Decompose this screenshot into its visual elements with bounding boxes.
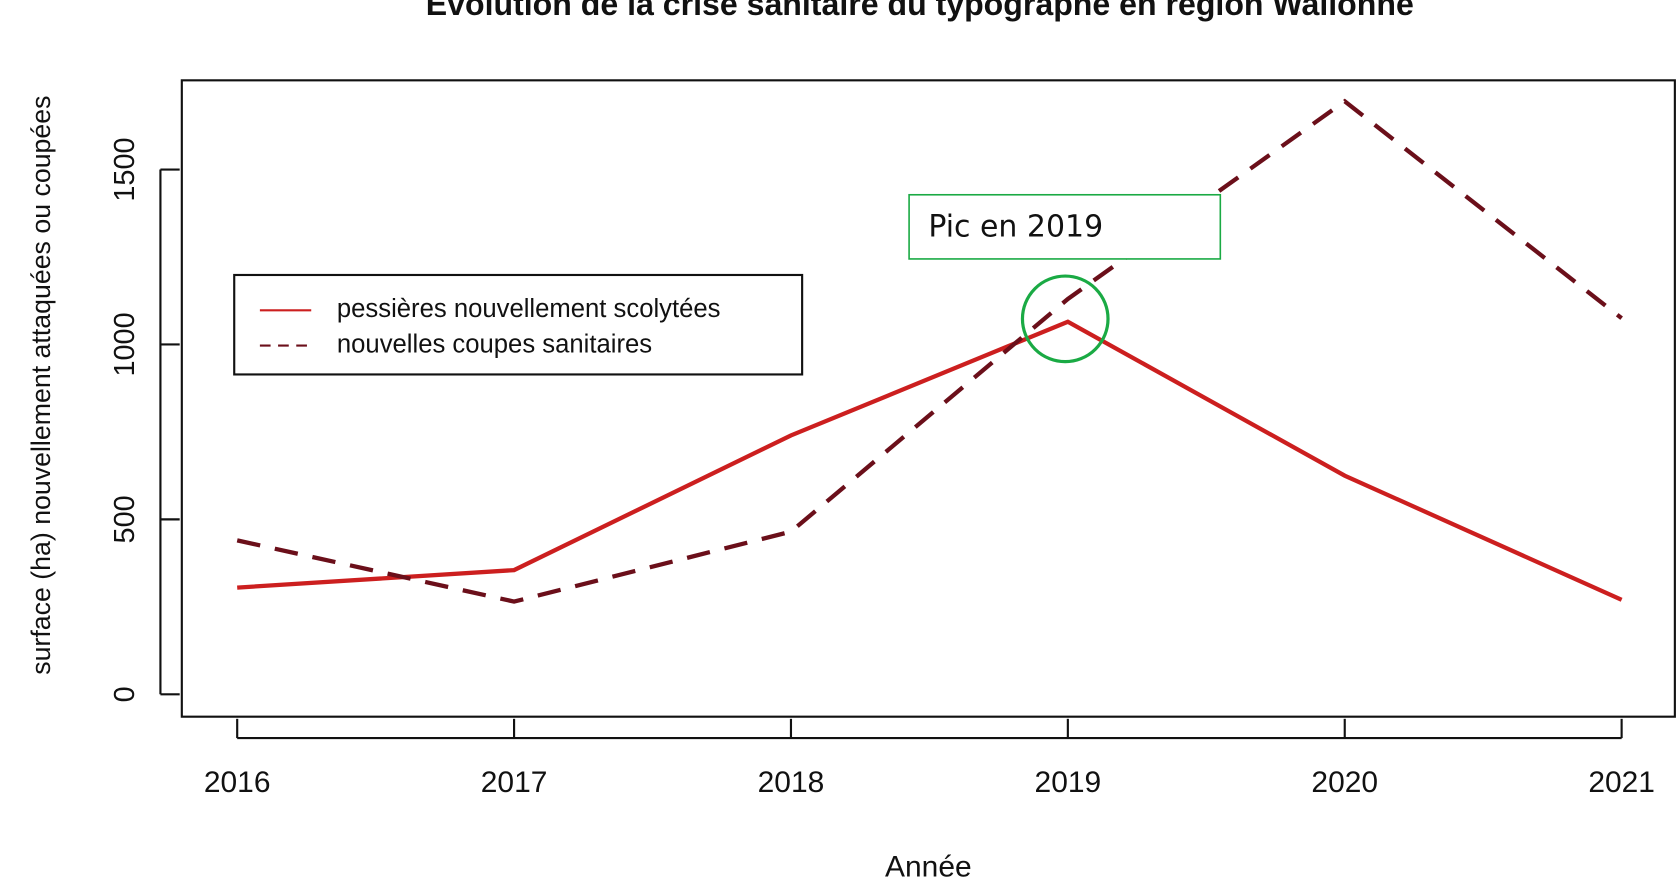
legend-label: nouvelles coupes sanitaires <box>337 330 652 358</box>
y-tick-label: 1500 <box>109 137 141 201</box>
x-tick-label: 2016 <box>204 766 271 799</box>
plot-frame <box>180 79 1676 718</box>
chart-title: Evolution de la crise sanitaire du typog… <box>426 0 1414 22</box>
x-tick-label: 2019 <box>1035 766 1102 799</box>
x-axis-label: Année <box>885 850 972 883</box>
annotation-box <box>908 193 1222 260</box>
x-tick-label: 2018 <box>758 766 825 799</box>
y-tick-label: 500 <box>109 495 141 543</box>
data-line <box>236 98 1623 604</box>
x-tick-label: 2020 <box>1311 766 1378 799</box>
y-tick-label: 0 <box>109 686 141 702</box>
y-axis-label: surface (ha) nouvellement attaquées ou c… <box>26 96 56 675</box>
annotation-circle <box>1020 274 1110 364</box>
data-line <box>237 319 1623 602</box>
annotation-text: Pic en 2019 <box>928 209 1103 244</box>
legend-label: pessières nouvellement scolytées <box>337 295 721 323</box>
x-tick-label: 2021 <box>1588 766 1655 799</box>
y-tick-label: 1000 <box>109 312 141 376</box>
x-tick-label: 2017 <box>481 766 548 799</box>
legend-box <box>233 273 804 376</box>
